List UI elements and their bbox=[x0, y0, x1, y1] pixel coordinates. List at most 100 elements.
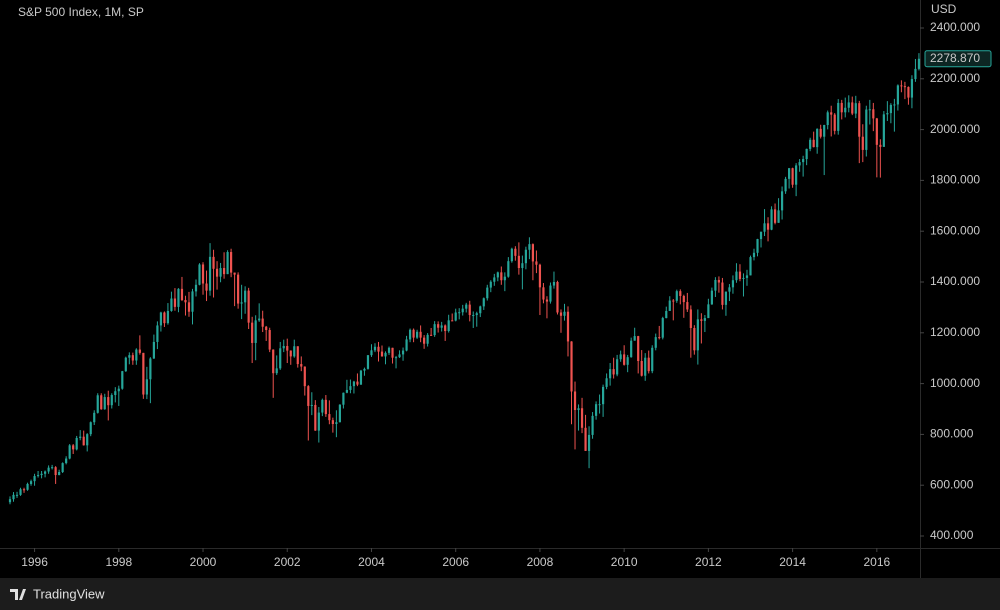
candle-body bbox=[777, 210, 780, 223]
candle-body bbox=[131, 355, 134, 361]
candle-body bbox=[535, 261, 538, 265]
candle-body bbox=[917, 58, 921, 69]
candle-body bbox=[89, 422, 92, 435]
candle-body bbox=[805, 148, 808, 160]
candle-body bbox=[619, 354, 622, 360]
candle-body bbox=[33, 476, 36, 482]
candle-body bbox=[798, 162, 801, 166]
candle-body bbox=[380, 351, 384, 357]
candle-body bbox=[545, 299, 549, 302]
candle-body bbox=[145, 379, 148, 395]
candle-body bbox=[394, 357, 398, 359]
y-tick-label: 400.000 bbox=[930, 528, 974, 542]
candle-body bbox=[286, 346, 289, 351]
candle-body bbox=[36, 475, 40, 477]
candle-body bbox=[791, 168, 794, 185]
candle-body bbox=[166, 310, 170, 324]
candle-body bbox=[345, 389, 349, 393]
candle-body bbox=[173, 298, 177, 307]
candle-body bbox=[272, 349, 275, 374]
candle-body bbox=[117, 388, 120, 392]
candle-body bbox=[559, 312, 563, 316]
candle-body bbox=[289, 350, 292, 357]
candle-body bbox=[170, 298, 173, 311]
candle-body bbox=[549, 285, 552, 302]
chart-background bbox=[0, 0, 1000, 578]
candle-body bbox=[328, 414, 331, 421]
candle-body bbox=[412, 329, 415, 338]
candle-body bbox=[43, 471, 47, 474]
candle-body bbox=[566, 311, 570, 342]
candle-body bbox=[759, 231, 763, 240]
candle-body bbox=[296, 346, 299, 365]
candle-body bbox=[370, 350, 373, 356]
x-tick-label: 2006 bbox=[442, 555, 469, 569]
candle-body bbox=[135, 349, 138, 361]
candle-body bbox=[665, 310, 668, 319]
y-tick-label: 1600.000 bbox=[930, 223, 980, 237]
candle-body bbox=[637, 336, 640, 361]
candle-body bbox=[514, 248, 517, 256]
candle-body bbox=[138, 349, 141, 353]
candle-body bbox=[303, 366, 306, 387]
candle-body bbox=[201, 264, 205, 284]
candle-body bbox=[307, 386, 310, 406]
candle-body bbox=[844, 107, 847, 113]
candle-body bbox=[889, 104, 892, 114]
candle-body bbox=[335, 422, 338, 424]
candle-body bbox=[479, 306, 482, 314]
y-tick-label: 1400.000 bbox=[930, 274, 980, 288]
candle-body bbox=[654, 337, 657, 348]
candle-body bbox=[384, 352, 387, 357]
chart-title: S&P 500 Index, 1M, SP bbox=[18, 5, 144, 19]
candle-body bbox=[103, 397, 106, 410]
candle-body bbox=[187, 302, 191, 312]
candle-body bbox=[651, 347, 654, 372]
candle-body bbox=[342, 392, 345, 405]
candle-body bbox=[377, 346, 380, 352]
brand-name: TradingView bbox=[33, 586, 105, 601]
candle-body bbox=[58, 472, 61, 476]
candle-body bbox=[858, 103, 861, 137]
candle-body bbox=[229, 252, 233, 273]
candle-body bbox=[714, 279, 717, 291]
candle-body bbox=[437, 324, 440, 328]
candle-body bbox=[191, 291, 194, 312]
x-tick-label: 2014 bbox=[779, 555, 806, 569]
candle-body bbox=[12, 494, 15, 500]
candle-body bbox=[110, 395, 113, 406]
candle-body bbox=[679, 291, 682, 296]
candle-body bbox=[482, 298, 485, 307]
candle-body bbox=[735, 271, 738, 281]
candle-body bbox=[528, 244, 531, 250]
candle-body bbox=[331, 420, 334, 424]
candle-body bbox=[770, 209, 773, 230]
candle-body bbox=[749, 257, 752, 276]
candle-body bbox=[408, 329, 412, 340]
candle-body bbox=[205, 283, 208, 291]
candle-body bbox=[22, 489, 26, 491]
candle-body bbox=[142, 352, 145, 395]
candle-body bbox=[149, 358, 152, 380]
candle-body bbox=[661, 318, 664, 338]
candle-body bbox=[865, 109, 868, 150]
candle-body bbox=[156, 325, 159, 342]
candle-body bbox=[177, 288, 180, 307]
candle-body bbox=[826, 112, 829, 126]
candle-body bbox=[647, 357, 650, 372]
candle-body bbox=[517, 255, 520, 269]
candle-body bbox=[763, 223, 766, 232]
candle-body bbox=[668, 300, 671, 311]
candle-body bbox=[454, 312, 457, 321]
candle-body bbox=[500, 272, 503, 281]
candle-body bbox=[363, 368, 366, 371]
candle-body bbox=[128, 355, 131, 358]
candle-body bbox=[180, 288, 184, 301]
candle-body bbox=[658, 337, 661, 339]
candle-body bbox=[605, 378, 608, 387]
x-tick-label: 1996 bbox=[21, 555, 48, 569]
candle-body bbox=[886, 113, 889, 115]
candle-body bbox=[321, 399, 324, 413]
y-tick-label: 2000.000 bbox=[930, 122, 980, 136]
